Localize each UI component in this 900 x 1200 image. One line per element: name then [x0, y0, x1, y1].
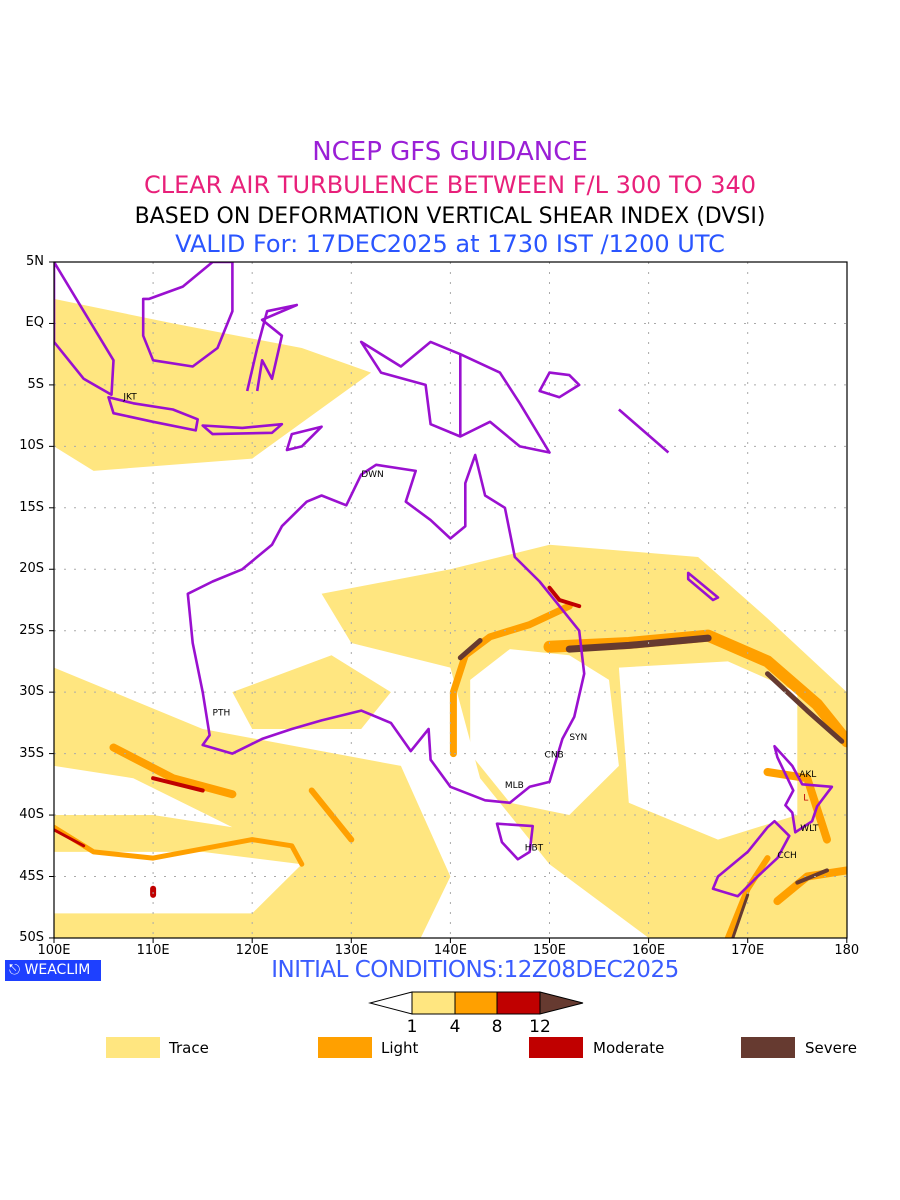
lon-label: 120E [235, 943, 269, 958]
title-product: CLEAR AIR TURBULENCE BETWEEN F/L 300 TO … [143, 171, 757, 199]
lat-label: 35S [19, 745, 44, 761]
legend-swatch-moderate [529, 1037, 583, 1058]
colorbar-moderate [496, 991, 541, 1015]
legend-label-trace: Trace [169, 1039, 209, 1057]
weaclim-logo: ⎋ WEACLIM [5, 960, 101, 981]
lon-label: 150E [532, 943, 567, 958]
coast-tasmania [495, 822, 535, 861]
lon-label: 130E [334, 943, 368, 958]
city-label-wlt: WLT [800, 824, 819, 834]
coast-new-britain [538, 371, 581, 399]
calm-area-tasman [618, 661, 798, 840]
title-valid-time: VALID For: 17DEC2025 at 1730 IST /1200 U… [175, 230, 725, 258]
low-pressure-marker: L [803, 793, 808, 803]
coast-borneo [141, 262, 234, 368]
light-band-australia [449, 602, 573, 758]
lon-label: 180 [834, 943, 860, 958]
light-band-nz-west [724, 855, 771, 938]
severe-patch-inland [457, 638, 483, 661]
lat-label: 25S [19, 622, 44, 638]
lon-label: 100E [37, 943, 71, 958]
coast-java [107, 395, 199, 432]
colorbar-severe [539, 991, 584, 1015]
coast-australia [186, 453, 586, 805]
coast-nz-north [773, 744, 834, 834]
severe-band-nz-south [795, 868, 829, 885]
legend-swatch-severe [741, 1037, 795, 1058]
coast-new-guinea [359, 340, 551, 454]
coast-sumatra [54, 262, 115, 397]
colorbar [368, 991, 584, 1015]
legend-label-light: Light [381, 1039, 419, 1057]
city-label-syn: SYN [569, 733, 587, 743]
title-guidance: NCEP GFS GUIDANCE [312, 137, 588, 167]
light-band-south-central [308, 787, 355, 843]
lon-label: 140E [433, 943, 467, 958]
colorbar-light [454, 991, 498, 1015]
moderate-band-south [54, 828, 86, 848]
lat-label: 30S [19, 684, 44, 700]
coast-solomons [618, 408, 670, 454]
lon-label: 160E [632, 943, 666, 958]
colorbar-tick-8: 8 [491, 1017, 503, 1037]
coast-new-caledonia [686, 571, 720, 602]
lon-label: 170E [731, 943, 765, 958]
trace-area-south-australia [232, 655, 391, 729]
trace-area-indonesia [54, 298, 372, 471]
severe-band-east [765, 671, 845, 744]
coastlines [54, 262, 834, 898]
lat-label: 50S [19, 929, 44, 945]
initial-conditions: INITIAL CONDITIONS:12Z08DEC2025 [271, 957, 679, 983]
city-label-cnb: CNB [545, 750, 564, 760]
coast-lesser-sunda [201, 422, 284, 436]
light-band-south [54, 824, 305, 867]
lat-lon-grid [54, 262, 847, 938]
turbulence-field [54, 298, 847, 938]
colorbar-below-1 [368, 991, 413, 1015]
city-label-akl: AKL [799, 770, 816, 780]
legend-swatch-light [318, 1037, 372, 1058]
lat-label: 15S [19, 499, 44, 515]
severe-band-nz-west [731, 893, 750, 938]
colorbar-trace [411, 991, 456, 1015]
colorbar-tick-1: 1 [406, 1017, 418, 1037]
legend-label-severe: Severe [805, 1039, 857, 1057]
logo-text: WEACLIM [24, 962, 91, 978]
coast-sulawesi [245, 303, 299, 392]
coast-timor [285, 425, 323, 452]
title-method: BASED ON DEFORMATION VERTICAL SHEAR INDE… [134, 204, 766, 229]
coast-nz-south [711, 819, 791, 898]
lat-label: 45S [19, 868, 44, 884]
moderate-patch-queensland [547, 585, 582, 609]
city-label-jkt: JKT [122, 393, 137, 403]
city-label-cch: CCH [777, 851, 796, 861]
colorbar-tick-4: 4 [449, 1017, 461, 1037]
lat-label: 10S [19, 438, 44, 454]
city-label-pth: PTH [213, 709, 231, 719]
calm-area-southwest [54, 851, 302, 914]
lat-label: 40S [19, 807, 44, 823]
city-label-hbt: HBT [525, 844, 544, 854]
city-label-dwn: DWN [361, 470, 384, 480]
lon-label: 110E [136, 943, 170, 958]
legend-swatch-trace [106, 1037, 160, 1058]
calm-area-indian-ocean [54, 765, 233, 828]
light-band-indian-ocean [109, 743, 237, 799]
lat-label: 20S [19, 561, 44, 577]
axis-ticks [49, 261, 848, 943]
lat-label: 5S [27, 376, 44, 392]
moderate-band-indian-ocean [151, 776, 205, 793]
city-label-mlb: MLB [505, 781, 524, 791]
lat-label: 5N [26, 254, 44, 269]
lat-label: EQ [25, 315, 44, 331]
calm-area-se-australia [470, 649, 619, 815]
city-labels: JKT DWN PTH SYN CNB MLB HBT AKL WLT CCH L [122, 393, 819, 861]
severe-band-tasman [565, 634, 712, 653]
light-band-nz-north [763, 768, 831, 844]
colorbar-tick-12: 12 [529, 1017, 551, 1037]
legend-label-moderate: Moderate [593, 1039, 665, 1057]
